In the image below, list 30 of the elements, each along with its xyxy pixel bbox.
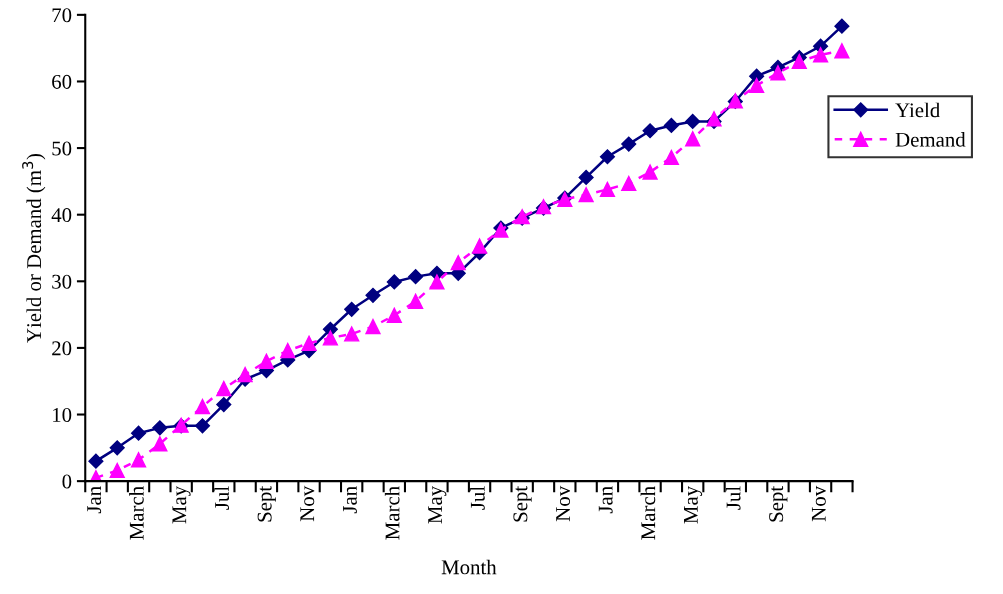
y-tick-label: 0 [62, 474, 72, 489]
x-tick-label: May [684, 485, 703, 524]
x-tick-label: Nov [811, 485, 826, 522]
y-tick-label: 50 [52, 141, 72, 156]
y-tick-label: 20 [52, 341, 72, 356]
x-tick-label: Nov [556, 485, 571, 522]
y-axis-title: Yield or Demand (m$^{3}$) [22, 153, 46, 343]
x-tick-label: May [172, 485, 191, 524]
x-tick-label: Jul [725, 486, 741, 510]
x-tick-label: Sept [769, 485, 788, 522]
x-tick-label: Jan [598, 486, 613, 514]
legend-label: Yield [895, 102, 940, 118]
y-tick-label: 70 [52, 8, 72, 23]
x-tick-label: March [129, 486, 144, 540]
x-tick-label: Sept [257, 485, 276, 522]
x-tick-label: Jul [470, 486, 485, 510]
x-axis-title: Month [441, 559, 497, 575]
x-tick-label: March [384, 486, 400, 540]
x-tick-label: Jan [343, 486, 357, 514]
legend-label: Demand [895, 132, 966, 147]
x-tick-label: Nov [300, 485, 315, 522]
x-tick-label: Jul [214, 486, 230, 510]
y-tick-label: 30 [52, 274, 72, 289]
y-tick-label: 10 [53, 407, 72, 422]
y-tick-label: 40 [51, 208, 72, 223]
x-tick-label: Jan [87, 486, 102, 514]
x-tick-label: March [640, 486, 656, 540]
x-tick-label: Sept [513, 485, 532, 522]
y-tick-label: 60 [52, 74, 72, 89]
x-tick-label: May [428, 485, 447, 524]
